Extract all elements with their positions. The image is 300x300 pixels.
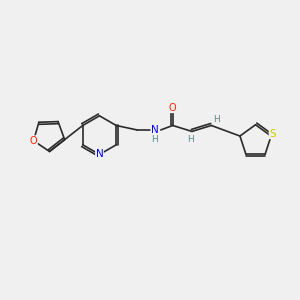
Text: O: O (30, 136, 38, 146)
Text: N: N (151, 125, 159, 135)
Text: H: H (213, 115, 220, 124)
Text: H: H (187, 135, 194, 144)
Text: O: O (169, 103, 176, 112)
Text: H: H (152, 135, 158, 144)
Text: N: N (96, 149, 103, 160)
Text: S: S (269, 129, 276, 139)
